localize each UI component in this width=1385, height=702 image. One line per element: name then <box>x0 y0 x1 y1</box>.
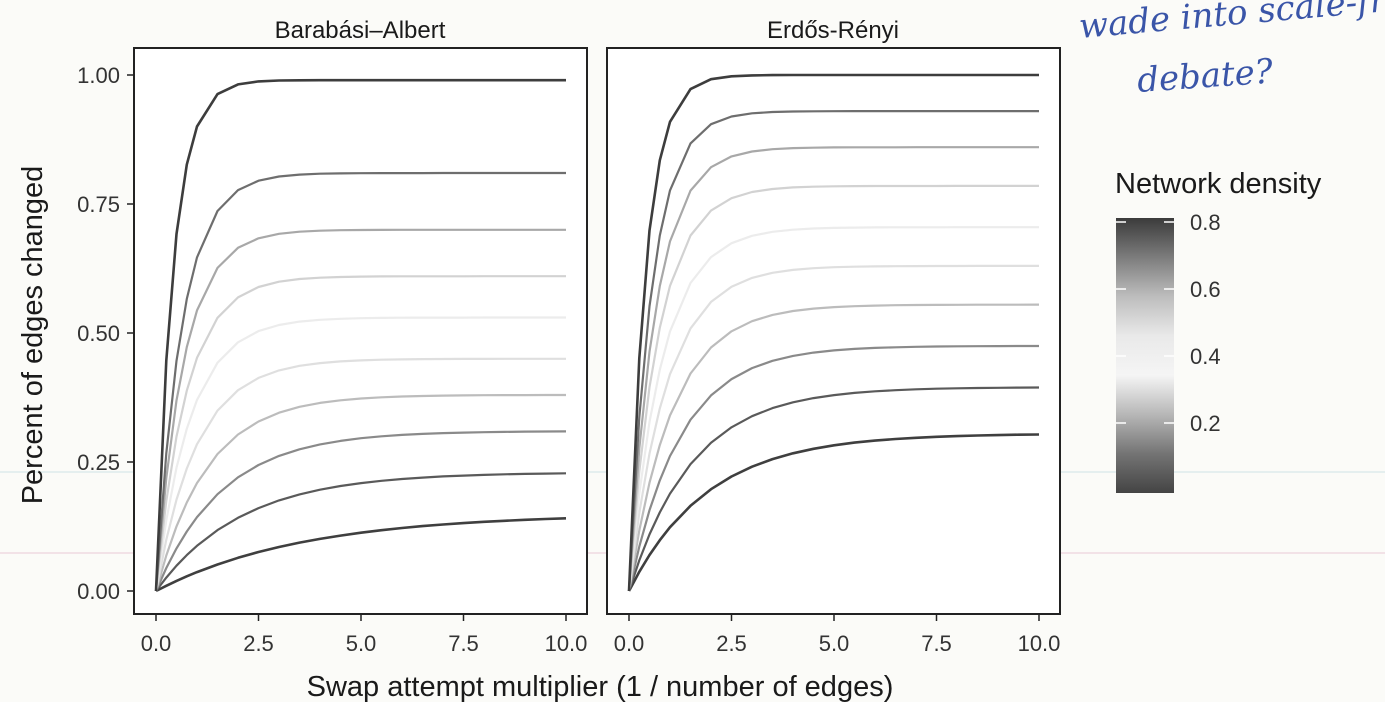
series-line-ba-density-0.2 <box>155 472 567 592</box>
series-line-ba-density-0.8 <box>154 78 566 592</box>
series-line-er-density-0.7 <box>627 109 1039 592</box>
panel-title-erdos-renyi: Erdős-Rényi <box>767 17 899 44</box>
series-line-ba-density-0.1 <box>155 517 567 593</box>
series-line-er-density-0.2 <box>627 386 1040 592</box>
series-line-er-density-0.3 <box>627 344 1039 592</box>
series-layer <box>154 73 1040 593</box>
x-axis-title: Swap attempt multiplier (1 / number of e… <box>307 671 894 702</box>
y-tick-label: 1.00 <box>77 63 120 88</box>
legend-ticks: 0.8 0.6 0.4 0.2 <box>1116 210 1221 436</box>
legend-tick-label: 0.4 <box>1190 344 1221 369</box>
legend-tick-label: 0.6 <box>1190 277 1221 302</box>
x-tick-label: 2.5 <box>716 631 747 656</box>
series-line-er-density-0.5 <box>627 226 1039 592</box>
y-tick-label: 0.00 <box>77 579 120 604</box>
legend-tick-label: 0.8 <box>1190 210 1221 235</box>
series-line-ba-density-0.55 <box>154 275 566 592</box>
series-line-ba-density-0.5 <box>154 316 566 592</box>
legend-title: Network density <box>1115 168 1322 200</box>
x-tick-label: 7.5 <box>921 631 952 656</box>
axis-layer: 0.00 0.25 0.50 0.75 1.00 0.0 2.5 5.0 7.5 10.0 0.0 2… <box>77 63 1060 656</box>
series-line-ba-density-0.3 <box>154 430 567 592</box>
series-line-er-density-0.45 <box>627 264 1039 592</box>
series-line-ba-density-0.4 <box>154 393 566 592</box>
x-tick-label: 5.0 <box>346 631 377 656</box>
handwritten-note-line-1: wade into scale-fre <box>1077 0 1385 47</box>
x-tick-label: 0.0 <box>614 631 645 656</box>
series-line-ba-density-0.6 <box>154 228 566 592</box>
y-tick-label: 0.25 <box>77 450 120 475</box>
x-tick-label: 2.5 <box>243 631 274 656</box>
y-tick-label: 0.50 <box>77 321 120 346</box>
y-tick-label: 0.75 <box>77 192 120 217</box>
series-line-ba-density-0.7 <box>154 171 566 592</box>
legend-tick-label: 0.2 <box>1190 411 1221 436</box>
series-line-er-density-0.6 <box>627 146 1039 592</box>
panel-frame-right <box>606 47 1061 615</box>
x-tick-label: 0.0 <box>141 631 172 656</box>
x-tick-label: 5.0 <box>819 631 850 656</box>
panel-title-barabasi-albert: Barabási–Albert <box>275 17 446 44</box>
series-line-er-density-0.55 <box>627 184 1039 592</box>
x-tick-label: 10.0 <box>1018 631 1061 656</box>
series-line-er-density-0.8 <box>627 73 1039 592</box>
series-line-ba-density-0.45 <box>154 357 566 592</box>
x-tick-label: 10.0 <box>545 631 588 656</box>
series-line-er-density-0.1 <box>627 433 1040 592</box>
handwritten-note-line-2: debate? <box>1136 52 1275 101</box>
x-tick-label: 7.5 <box>448 631 479 656</box>
y-axis-title: Percent of edges changed <box>17 166 49 505</box>
panel-frame-left <box>133 47 588 615</box>
series-line-er-density-0.4 <box>627 303 1040 592</box>
